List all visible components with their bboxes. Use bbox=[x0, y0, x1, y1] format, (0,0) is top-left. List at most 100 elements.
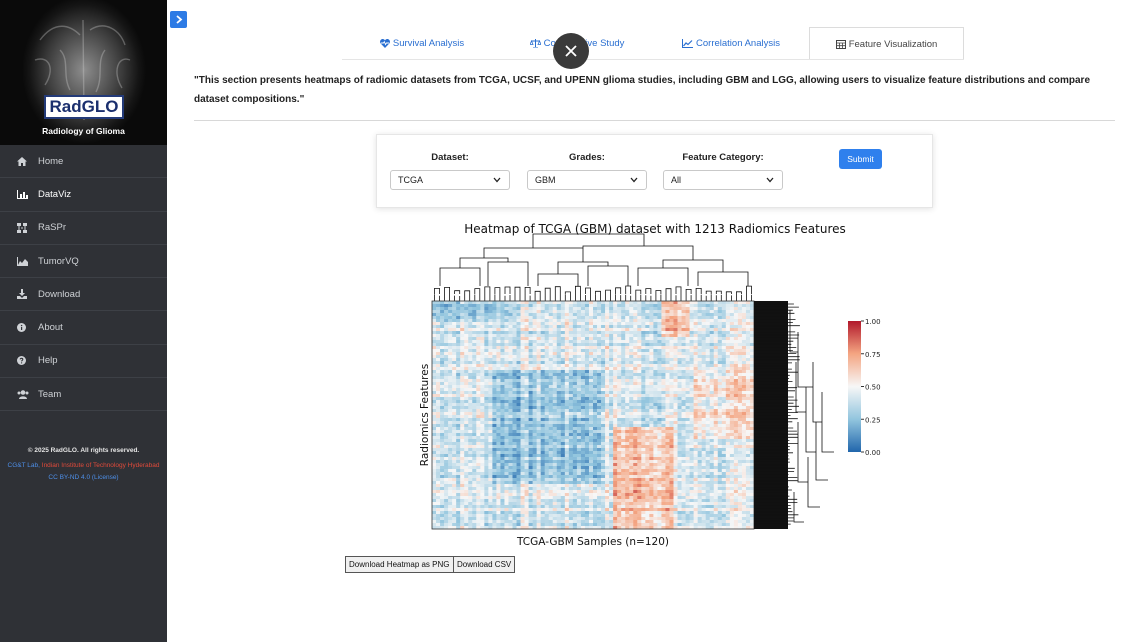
close-overlay-button[interactable] bbox=[553, 33, 589, 69]
heatmap-cell bbox=[572, 436, 578, 440]
heatmap-cell bbox=[452, 385, 457, 389]
heatmap-cell bbox=[645, 337, 650, 341]
heatmap-cell bbox=[625, 349, 630, 353]
heatmap-cell bbox=[452, 358, 457, 362]
heatmap-cell bbox=[588, 484, 594, 488]
heatmap-cell bbox=[568, 421, 574, 425]
heatmap-cell bbox=[584, 415, 590, 419]
heatmap-cell bbox=[633, 439, 638, 443]
sidebar-item-dataviz[interactable]: DataViz bbox=[0, 178, 167, 212]
heatmap-cell bbox=[613, 331, 618, 335]
heatmap-cell bbox=[568, 394, 574, 398]
feature-category-select[interactable]: All bbox=[663, 170, 783, 190]
heatmap-cell bbox=[544, 406, 550, 410]
heatmap-cell bbox=[460, 382, 465, 386]
heatmap-cell bbox=[677, 439, 682, 443]
heatmap-cell bbox=[576, 304, 582, 308]
heatmap-cell bbox=[492, 424, 497, 428]
heatmap-cell bbox=[572, 385, 578, 389]
heatmap-cell bbox=[645, 352, 650, 356]
heatmap-cell bbox=[564, 340, 570, 344]
heatmap-cell bbox=[484, 469, 489, 473]
heatmap-cell bbox=[504, 316, 509, 320]
heatmap-cell bbox=[436, 337, 441, 341]
heatmap-cell bbox=[544, 415, 550, 419]
heatmap-cell bbox=[568, 409, 574, 413]
heatmap-cell bbox=[564, 475, 570, 479]
heatmap-cell bbox=[717, 403, 723, 407]
heatmap-cell bbox=[701, 427, 707, 431]
heatmap-cell bbox=[508, 355, 513, 359]
heatmap-cell bbox=[448, 355, 453, 359]
heatmap-cell bbox=[713, 355, 719, 359]
institute-link[interactable]: Indian Institute of Technology Hyderabad bbox=[41, 462, 160, 469]
heatmap-cell bbox=[673, 334, 678, 338]
heatmap-cell bbox=[476, 445, 481, 449]
heatmap-cell bbox=[633, 376, 638, 380]
heatmap-cell bbox=[584, 388, 590, 392]
heatmap-cell bbox=[532, 328, 537, 332]
heatmap-cell bbox=[560, 481, 566, 485]
heatmap-cell bbox=[452, 328, 457, 332]
heatmap-cell bbox=[516, 475, 521, 479]
heatmap-cell bbox=[597, 379, 602, 383]
heatmap-cell bbox=[625, 316, 630, 320]
heatmap-cell bbox=[472, 406, 477, 410]
heatmap-cell bbox=[733, 301, 739, 305]
sidebar-item-home[interactable]: Home bbox=[0, 145, 167, 179]
heatmap-cell bbox=[653, 364, 658, 368]
sidebar-item-help[interactable]: Help bbox=[0, 345, 167, 379]
heatmap-cell bbox=[544, 364, 550, 368]
tab-feature-visualization[interactable]: Feature Visualization bbox=[809, 27, 964, 60]
brand-logo[interactable]: RadGLO bbox=[44, 95, 124, 119]
tab-survival-analysis[interactable]: Survival Analysis bbox=[342, 27, 502, 60]
lab-link[interactable]: CG&T Lab, bbox=[7, 462, 40, 469]
heatmap-cell bbox=[705, 457, 711, 461]
submit-button[interactable]: Submit bbox=[839, 149, 882, 169]
heatmap-cell bbox=[540, 400, 546, 404]
heatmap-cell bbox=[593, 322, 598, 326]
heatmap-cell bbox=[625, 364, 630, 368]
heatmap-cell bbox=[432, 382, 437, 386]
heatmap-cell bbox=[488, 328, 493, 332]
heatmap-cell bbox=[665, 391, 670, 395]
heatmap-cell bbox=[432, 418, 437, 422]
heatmap-cell bbox=[605, 409, 610, 413]
heatmap-cell bbox=[621, 388, 626, 392]
sidebar-toggle-button[interactable] bbox=[170, 11, 187, 28]
license-link[interactable]: CC BY-ND 4.0 (License) bbox=[48, 474, 119, 481]
heatmap-cell bbox=[440, 319, 445, 323]
sidebar-item-about[interactable]: About bbox=[0, 311, 167, 345]
heatmap-cell bbox=[609, 403, 614, 407]
sidebar-item-download[interactable]: Download bbox=[0, 278, 167, 312]
heatmap-cell bbox=[452, 352, 457, 356]
heatmap-cell bbox=[492, 400, 497, 404]
heatmap-cell bbox=[645, 457, 650, 461]
sidebar-item-team[interactable]: Team bbox=[0, 378, 167, 412]
dataset-select[interactable]: TCGA bbox=[390, 170, 510, 190]
heatmap-cell bbox=[661, 433, 666, 437]
heatmap-cell bbox=[504, 433, 509, 437]
heatmap-cell bbox=[436, 304, 441, 308]
heatmap-cell bbox=[484, 304, 489, 308]
heatmap-cell bbox=[444, 400, 449, 404]
heatmap-cell bbox=[713, 376, 719, 380]
heatmap-cell bbox=[476, 379, 481, 383]
heatmap-cell bbox=[689, 403, 694, 407]
heatmap-cell bbox=[540, 448, 546, 452]
heatmap-cell bbox=[484, 448, 489, 452]
heatmap-cell bbox=[633, 472, 638, 476]
heatmap-cell bbox=[588, 316, 594, 320]
heatmap-cell bbox=[500, 367, 505, 371]
heatmap-cell bbox=[492, 328, 497, 332]
heatmap-cell bbox=[721, 355, 727, 359]
sidebar-item-tumorvq[interactable]: TumorVQ bbox=[0, 245, 167, 279]
heatmap-cell bbox=[693, 343, 698, 347]
sidebar-item-raspr[interactable]: RaSPr bbox=[0, 212, 167, 245]
heatmap-cell bbox=[472, 484, 477, 488]
tab-correlation-analysis[interactable]: Correlation Analysis bbox=[652, 27, 810, 60]
heatmap-cell bbox=[548, 472, 554, 476]
heatmap-cell bbox=[745, 463, 751, 467]
heatmap-cell bbox=[444, 481, 449, 485]
grades-select[interactable]: GBM bbox=[527, 170, 647, 190]
